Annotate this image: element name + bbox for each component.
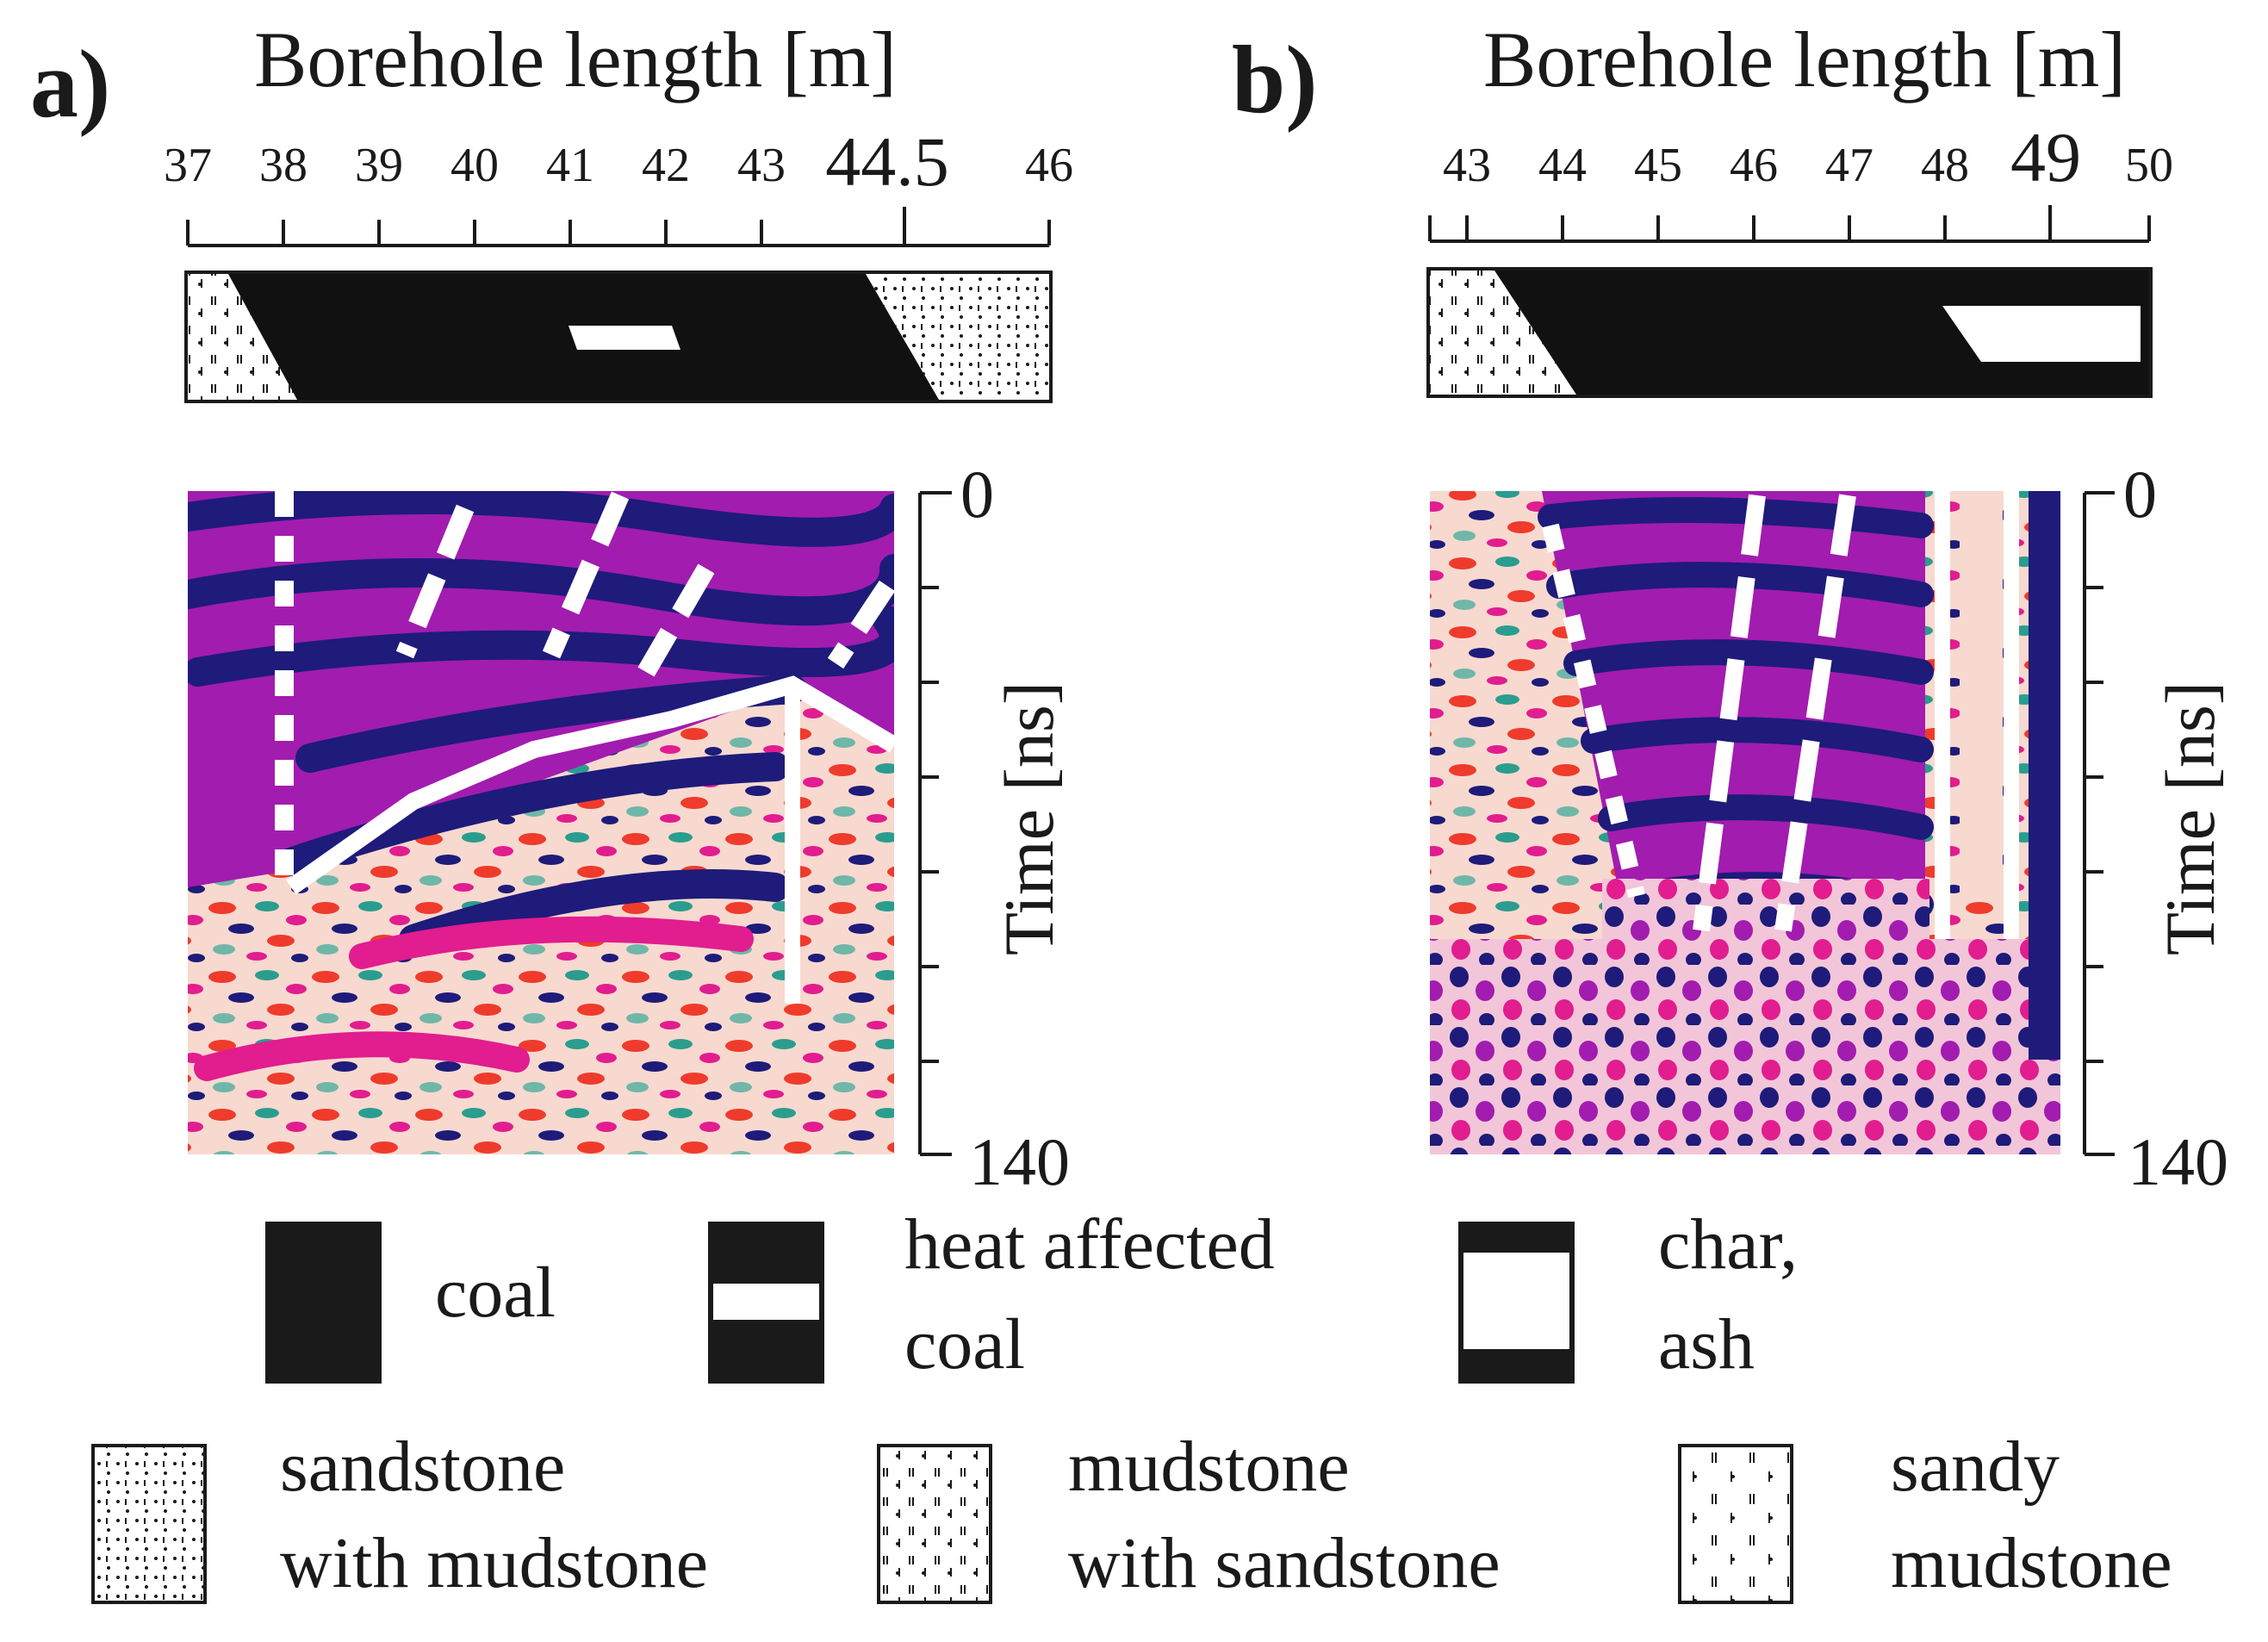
- panel-a-time-tick-label: 140: [969, 1124, 1070, 1199]
- panel-a-label: a): [30, 31, 110, 138]
- legend-item-char-ash: char, ash: [1458, 1204, 1798, 1384]
- panel-b-time-tick-label: 0: [2123, 457, 2157, 532]
- legend-swatch-sandy-mudstone: [1678, 1444, 1793, 1604]
- panel-b-time-label: Time [ns]: [2151, 681, 2229, 955]
- legend-label: mudstone: [1068, 1427, 1350, 1507]
- panel-a-time-tick-label: 0: [960, 457, 994, 532]
- panel-b-axis-title: Borehole length [m]: [1483, 16, 2126, 103]
- panel-a-tick-label: 39: [355, 139, 403, 192]
- panel-b: b) Borehole length [m] 43 44 45 46 47 48…: [1232, 16, 2229, 1199]
- panel-a-axis-title: Borehole length [m]: [254, 16, 897, 103]
- panel-b-time-axis: 0 140 Time [ns]: [2083, 457, 2229, 1199]
- panel-b-tick-label: 50: [2125, 139, 2173, 192]
- panel-b-tick-label: 48: [1921, 139, 1969, 192]
- legend-label: coal: [904, 1304, 1025, 1384]
- panel-b-tick-label: 43: [1443, 139, 1491, 192]
- legend-label: sandy: [1891, 1427, 2060, 1507]
- panel-a-time-label: Time [ns]: [990, 681, 1068, 955]
- panel-a-tick-label: 41: [546, 139, 594, 192]
- legend-item-sandstone-with-mudstone: sandstone with mudstone: [91, 1427, 708, 1604]
- panel-a-tick-label: 37: [164, 139, 212, 192]
- legend-label: with mudstone: [280, 1523, 708, 1603]
- legend-swatch-coal: [265, 1222, 382, 1384]
- panel-a-tick-label: 43: [737, 139, 786, 192]
- legend-label: sandstone: [280, 1427, 565, 1507]
- legend-swatch-heat-affected-coal: [713, 1284, 819, 1320]
- panel-b-label: b): [1232, 27, 1318, 134]
- legend-item-mudstone-with-sandstone: mudstone with sandstone: [877, 1427, 1501, 1604]
- panel-a-length-axis: 37 38 39 40 41 42 43 44.5 46: [164, 122, 1073, 247]
- legend: coal heat affected coal char, ash sandst…: [91, 1204, 2172, 1604]
- panel-a-tick-label: 42: [642, 139, 690, 192]
- panel-b-tick-label: 49: [2010, 118, 2081, 196]
- panel-b-tick-label: 46: [1730, 139, 1778, 192]
- legend-item-coal: coal: [265, 1222, 556, 1384]
- panel-a-time-axis: 0 140 Time [ns]: [918, 457, 1070, 1199]
- legend-swatch-sandstone: [91, 1444, 207, 1604]
- panel-a-tick-label: 44.5: [825, 122, 949, 201]
- legend-swatch-mudstone: [877, 1444, 992, 1604]
- panel-b-time-tick-label: 140: [2128, 1124, 2228, 1199]
- panel-b-tick-label: 45: [1634, 139, 1682, 192]
- panel-a-tick-label: 38: [259, 139, 308, 192]
- legend-item-heat-affected-coal: heat affected coal: [708, 1204, 1275, 1384]
- panel-b-tick-label: 44: [1538, 139, 1587, 192]
- legend-label: mudstone: [1891, 1523, 2172, 1603]
- legend-label: with sandstone: [1068, 1523, 1501, 1603]
- panel-b-tick-label: 47: [1825, 139, 1873, 192]
- panel-a-tick-label: 40: [450, 139, 499, 192]
- legend-label: ash: [1658, 1304, 1755, 1384]
- panel-a-lithology-strip: [184, 271, 1053, 403]
- legend-swatch-char-ash: [1463, 1253, 1569, 1349]
- panel-b-radargram: [1430, 491, 2060, 1154]
- panel-a-tick-label: 46: [1025, 139, 1073, 192]
- panel-a-radargram: [188, 491, 894, 1154]
- panel-a: a) Borehole length [m] 37 38 39 40 41 42…: [30, 16, 1073, 1199]
- panel-b-lithology-strip: [1426, 267, 2153, 398]
- legend-label: char,: [1658, 1204, 1798, 1284]
- legend-label: coal: [435, 1253, 556, 1333]
- legend-item-sandy-mudstone: sandy mudstone: [1678, 1427, 2172, 1604]
- panel-b-length-axis: 43 44 45 46 47 48 49 50: [1428, 118, 2173, 243]
- legend-label: heat affected: [904, 1204, 1275, 1284]
